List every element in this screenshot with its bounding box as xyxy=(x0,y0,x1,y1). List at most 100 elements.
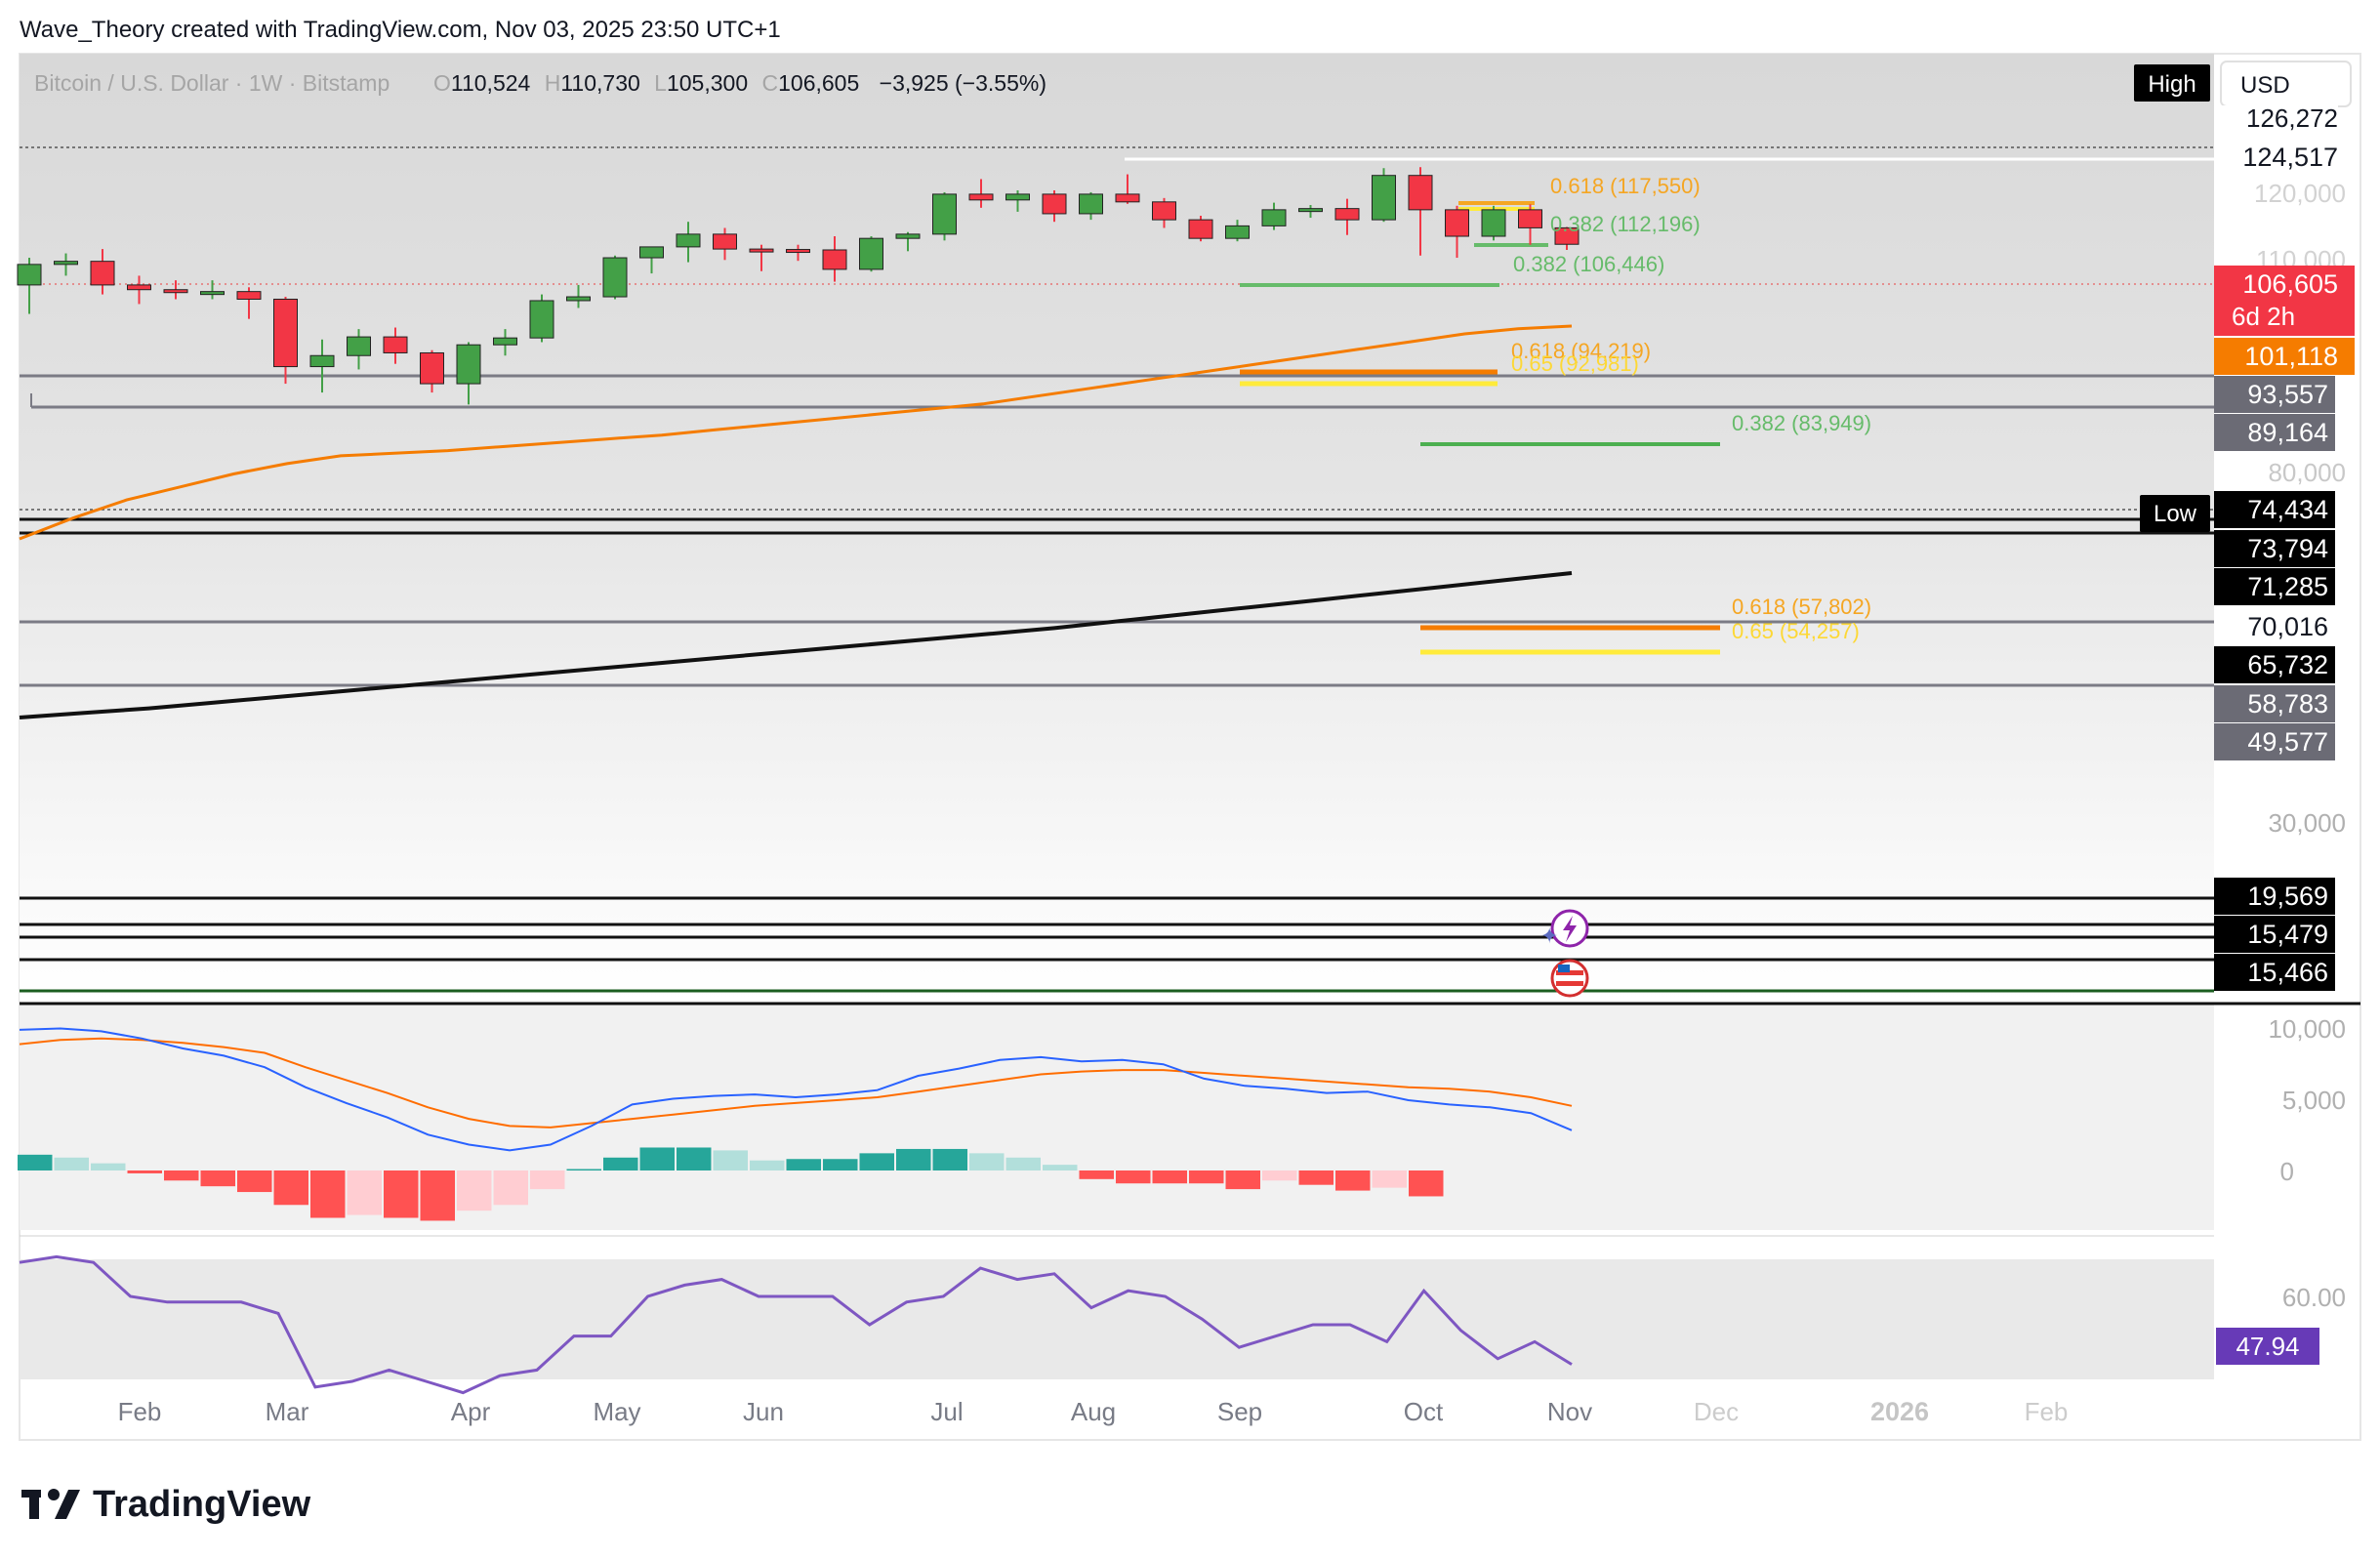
time-axis-tick[interactable]: Jul xyxy=(930,1397,963,1426)
level-badge[interactable]: 58,783 xyxy=(2247,689,2328,718)
candle-body[interactable] xyxy=(493,337,517,346)
candle-body[interactable] xyxy=(54,261,78,266)
candle-body[interactable] xyxy=(1372,175,1396,221)
candle-body[interactable] xyxy=(1261,209,1287,226)
candle-body[interactable] xyxy=(347,336,371,356)
candle-body[interactable] xyxy=(163,289,188,294)
us-flag-canton-icon xyxy=(1558,965,1570,972)
candle-body[interactable] xyxy=(1408,175,1433,211)
candle-body[interactable] xyxy=(566,296,591,302)
macd-axis-tick[interactable]: 5,000 xyxy=(2282,1086,2346,1115)
level-badge[interactable]: 49,577 xyxy=(2247,727,2328,757)
macd-signal-line[interactable] xyxy=(19,1037,1573,1129)
level-badge[interactable]: 73,794 xyxy=(2247,534,2328,563)
candle-body[interactable] xyxy=(1115,193,1140,203)
candle-body[interactable] xyxy=(236,291,262,300)
candle-body[interactable] xyxy=(383,336,408,353)
rsi-axis-tick[interactable]: 60.00 xyxy=(2282,1283,2346,1312)
low-badge-bg[interactable] xyxy=(2140,495,2210,532)
candle-body[interactable] xyxy=(200,291,225,296)
level-badge[interactable]: 70,016 xyxy=(2247,612,2328,641)
macd-histogram[interactable] xyxy=(18,1147,1444,1221)
candle-body[interactable] xyxy=(786,249,810,254)
level-badge[interactable]: 65,732 xyxy=(2247,650,2328,679)
candle-body[interactable] xyxy=(602,257,628,298)
tradingview-logo-text[interactable]: TradingView xyxy=(93,1484,311,1525)
time-axis-tick[interactable]: Dec xyxy=(1694,1397,1739,1426)
candle-body[interactable] xyxy=(859,237,883,270)
candle-body[interactable] xyxy=(1079,193,1103,215)
candle-body[interactable] xyxy=(17,264,42,286)
ema50-badge[interactable]: 101,118 xyxy=(2244,342,2338,371)
high-badge[interactable]: High xyxy=(2148,71,2195,98)
candle-body[interactable] xyxy=(676,233,701,248)
currency-button[interactable]: USD xyxy=(2240,72,2290,99)
candle-body[interactable] xyxy=(713,233,737,250)
level-badge[interactable]: 124,517 xyxy=(2242,143,2338,172)
candle-body[interactable] xyxy=(309,354,335,368)
candle-body[interactable] xyxy=(639,246,664,259)
candle-body[interactable] xyxy=(529,300,554,339)
level-badge[interactable]: 89,164 xyxy=(2247,418,2328,447)
level-badge[interactable]: 93,557 xyxy=(2247,380,2328,409)
level-badge[interactable]: 71,285 xyxy=(2247,572,2328,601)
candle-body[interactable] xyxy=(968,193,994,201)
candle-body[interactable] xyxy=(1554,226,1580,245)
high-badge-bg[interactable] xyxy=(2134,64,2210,102)
candle-body[interactable] xyxy=(1225,225,1250,239)
candle-body[interactable] xyxy=(822,249,847,270)
sparkle-icon: ✦ xyxy=(1540,924,1558,948)
candle-body[interactable] xyxy=(749,248,774,253)
time-axis-tick[interactable]: Feb xyxy=(2025,1397,2069,1426)
candle-body[interactable] xyxy=(1518,209,1542,228)
current-price-badge[interactable]: 106,605 xyxy=(2242,269,2338,299)
candle-body[interactable] xyxy=(895,233,921,239)
time-axis-tick[interactable]: Nov xyxy=(1547,1397,1592,1426)
candle-body[interactable] xyxy=(1334,208,1360,221)
macd-histogram-bar xyxy=(1116,1170,1151,1184)
candle-body[interactable] xyxy=(1005,193,1030,201)
tradingview-logo-icon[interactable] xyxy=(21,1489,80,1519)
low-badge[interactable]: Low xyxy=(2154,501,2197,527)
candle-body[interactable] xyxy=(1042,193,1067,215)
time-axis-tick[interactable]: Oct xyxy=(1404,1397,1444,1426)
candle-body[interactable] xyxy=(127,284,151,291)
macd-axis-tick[interactable]: 10,000 xyxy=(2268,1014,2346,1044)
time-axis-tick[interactable]: Feb xyxy=(118,1397,162,1426)
level-badge[interactable]: 15,466 xyxy=(2247,958,2328,987)
ema200-line[interactable] xyxy=(19,571,1573,719)
level-badge[interactable]: 126,272 xyxy=(2246,103,2338,133)
ema50-line[interactable] xyxy=(19,324,1573,541)
level-badge[interactable]: 74,434 xyxy=(2247,495,2328,524)
time-axis-tick-year[interactable]: 2026 xyxy=(1870,1397,1929,1426)
candle-body[interactable] xyxy=(1481,209,1506,237)
candle-body[interactable] xyxy=(1298,208,1323,213)
level-badge[interactable]: 19,569 xyxy=(2247,882,2328,911)
candlestick-series[interactable] xyxy=(17,167,1580,405)
rsi-value-badge[interactable]: 47.94 xyxy=(2236,1332,2299,1361)
symbol-title[interactable]: Bitcoin / U.S. Dollar · 1W · Bitstamp xyxy=(34,70,390,96)
time-axis-tick[interactable]: Sep xyxy=(1217,1397,1262,1426)
candle-body[interactable] xyxy=(932,193,957,235)
candle-body[interactable] xyxy=(420,351,444,385)
macd-line[interactable] xyxy=(19,1027,1573,1152)
level-badge[interactable]: 15,479 xyxy=(2247,920,2328,949)
candle-body[interactable] xyxy=(456,344,481,385)
time-axis-tick[interactable]: Jun xyxy=(743,1397,784,1426)
candle-body[interactable] xyxy=(273,298,298,368)
time-axis-tick[interactable]: Aug xyxy=(1071,1397,1116,1426)
macd-histogram-bar xyxy=(1189,1170,1224,1184)
time-axis-tick[interactable]: Apr xyxy=(451,1397,491,1426)
candle-body[interactable] xyxy=(1445,209,1469,237)
time-axis-tick[interactable]: May xyxy=(593,1397,640,1426)
price-axis-tick[interactable]: 80,000 xyxy=(2268,458,2346,487)
candle-body[interactable] xyxy=(1152,201,1176,221)
price-axis-tick[interactable]: 120,000 xyxy=(2254,179,2346,208)
price-axis-tick[interactable]: 30,000 xyxy=(2268,808,2346,838)
candle-body[interactable] xyxy=(90,261,115,286)
candle-body[interactable] xyxy=(1188,219,1213,239)
macd-axis-tick[interactable]: 0 xyxy=(2280,1157,2294,1186)
rsi-line[interactable] xyxy=(19,1254,1573,1395)
time-axis-tick[interactable]: Mar xyxy=(266,1397,309,1426)
